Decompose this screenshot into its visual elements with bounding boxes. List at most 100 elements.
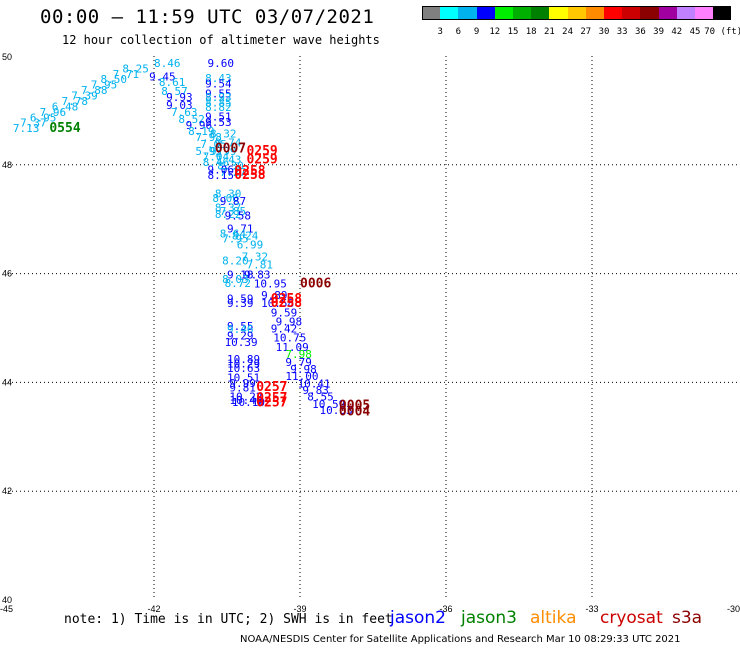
wave-height-value: 7.96 xyxy=(40,106,66,119)
wave-height-value: 8.22 xyxy=(215,208,242,221)
wave-height-value: 10.22 xyxy=(229,390,262,403)
lon-tick-label: -33 xyxy=(585,604,598,614)
wave-height-value: 9.99 xyxy=(210,145,237,158)
wave-height-value: 10.51 xyxy=(227,371,260,384)
wave-height-value: 9.03 xyxy=(166,99,193,112)
wave-height-value: 9.55 xyxy=(205,87,232,100)
colorbar-swatch xyxy=(567,6,586,20)
lat-tick-label: 48 xyxy=(2,160,12,170)
lat-tick-label: 42 xyxy=(2,486,12,496)
wave-height-value: 10.89 xyxy=(227,353,260,366)
wave-height-value: 8.15 xyxy=(208,169,235,182)
wave-height-value: 10.40 xyxy=(229,394,262,407)
wave-height-value: 10.41 xyxy=(298,377,331,390)
colorbar-swatch xyxy=(513,6,532,20)
wave-height-value: 9.59 xyxy=(227,292,254,305)
page-title: 00:00 – 11:59 UTC 03/07/2021 xyxy=(40,6,375,28)
wave-height-value: 8.46 xyxy=(154,57,181,70)
wave-height-value: 9.99 xyxy=(229,377,256,390)
wave-height-value: 8.64 xyxy=(220,228,247,241)
wave-height-value: 9.60 xyxy=(208,57,235,70)
wave-height-value: 10.10 xyxy=(232,396,265,409)
wave-height-value: 6.95 xyxy=(30,111,57,124)
lon-tick-label: -39 xyxy=(293,604,306,614)
wave-height-value: 9.83 xyxy=(302,384,329,397)
colorbar-swatch xyxy=(476,6,495,20)
pass-time-label: 0258 xyxy=(271,296,302,311)
wave-height-value: 9.89 xyxy=(261,289,288,302)
legend-jason2: jason2 xyxy=(390,608,446,628)
wave-height-value: 8.52 xyxy=(178,113,205,126)
wave-height-value: 7.78 xyxy=(62,95,89,108)
wave-height-value: 8.43 xyxy=(205,72,232,85)
colorbar-label: 33 xyxy=(616,27,628,37)
colorbar-swatch xyxy=(585,6,604,20)
wave-height-value: 7.37 xyxy=(20,117,46,130)
wave-height-value: 9.51 xyxy=(205,111,232,124)
colorbar-label: 39 xyxy=(653,27,665,37)
wave-height-value: 9.81 xyxy=(229,382,256,395)
colorbar-frame xyxy=(422,6,732,20)
wave-height-value: 8.37 xyxy=(215,202,242,215)
wave-height-value: 7.95 xyxy=(91,79,118,92)
colorbar-label: 42 xyxy=(671,27,683,37)
wave-height-value: 8.24 xyxy=(232,229,259,242)
colorbar-label: 15 xyxy=(507,27,519,37)
pass-time-label: 0554 xyxy=(49,121,80,136)
pass-time-label: 0006 xyxy=(300,277,331,292)
wave-height-value: 7.43 xyxy=(215,154,242,167)
colorbar-label: 12 xyxy=(489,27,501,37)
pass-time-label: 0259 xyxy=(246,153,277,168)
wave-height-value: 9.98 xyxy=(290,363,317,376)
wave-height-value: 8.20 xyxy=(222,254,249,267)
colorbar-swatch xyxy=(713,6,732,20)
wave-height-value: 8.19 xyxy=(188,125,215,138)
wave-height-value: 7.32 xyxy=(242,251,269,264)
wave-height-value: 8.06 xyxy=(212,192,239,205)
colorbar-swatch xyxy=(695,6,714,20)
wave-height-value: 7.27 xyxy=(220,166,247,179)
wave-height-value: 10.59 xyxy=(312,398,345,411)
wave-height-value: 11.09 xyxy=(276,341,309,354)
lat-tick-label: 44 xyxy=(2,377,12,387)
pass-time-label: 0007 xyxy=(215,141,246,156)
colorbar-label: 70 (ft) xyxy=(704,27,740,37)
pass-time-label: 0258 xyxy=(234,164,265,179)
wave-height-value: 9.54 xyxy=(205,78,232,91)
wave-height-value: 7.05 xyxy=(200,138,227,151)
wave-height-value: 9.18 xyxy=(227,268,254,281)
legend-jason3: jason3 xyxy=(461,608,517,628)
colorbar-swatch xyxy=(549,6,568,20)
colorbar-swatch xyxy=(531,6,550,20)
wave-height-value: 9.98 xyxy=(276,315,303,328)
wave-height-value: 8.25 xyxy=(122,62,149,75)
pass-time-label: 0259 xyxy=(246,144,277,159)
colorbar-swatch xyxy=(494,6,513,20)
wave-height-value: 8.72 xyxy=(225,277,252,290)
wave-height-value: 7.13 xyxy=(13,122,40,135)
colorbar-swatch xyxy=(658,6,677,20)
wave-height-value: 10.29 xyxy=(227,358,260,371)
colorbar-swatch xyxy=(440,6,459,20)
wave-height-value: 7.71 xyxy=(113,68,140,81)
legend-altika: altika xyxy=(530,608,577,628)
wave-height-value: 8.82 xyxy=(205,101,232,114)
wave-height-value: 10.58 xyxy=(261,297,294,310)
colorbar-label: 30 xyxy=(598,27,610,37)
colorbar-label: 36 xyxy=(634,27,646,37)
wave-height-value: 9.59 xyxy=(271,307,298,320)
colorbar-swatch xyxy=(604,6,623,20)
colorbar-label: 24 xyxy=(562,27,574,37)
wave-height-value: 8.55 xyxy=(307,390,334,403)
wave-height-value: 8.30 xyxy=(217,160,244,173)
wave-height-value: 8.93 xyxy=(205,91,232,104)
wave-height-value: 7.98 xyxy=(195,131,222,144)
wave-height-value: 9.39 xyxy=(227,297,254,310)
wave-height-value: 9.83 xyxy=(244,268,270,281)
legend-s3a: s3a xyxy=(672,608,703,628)
lon-tick-label: -42 xyxy=(147,604,160,614)
pass-time-label: 0004 xyxy=(339,405,370,420)
wave-height-value: 10.63 xyxy=(227,362,260,375)
wave-height-value: 6.99 xyxy=(237,239,264,252)
wave-height-value: 7.95 xyxy=(222,233,249,246)
